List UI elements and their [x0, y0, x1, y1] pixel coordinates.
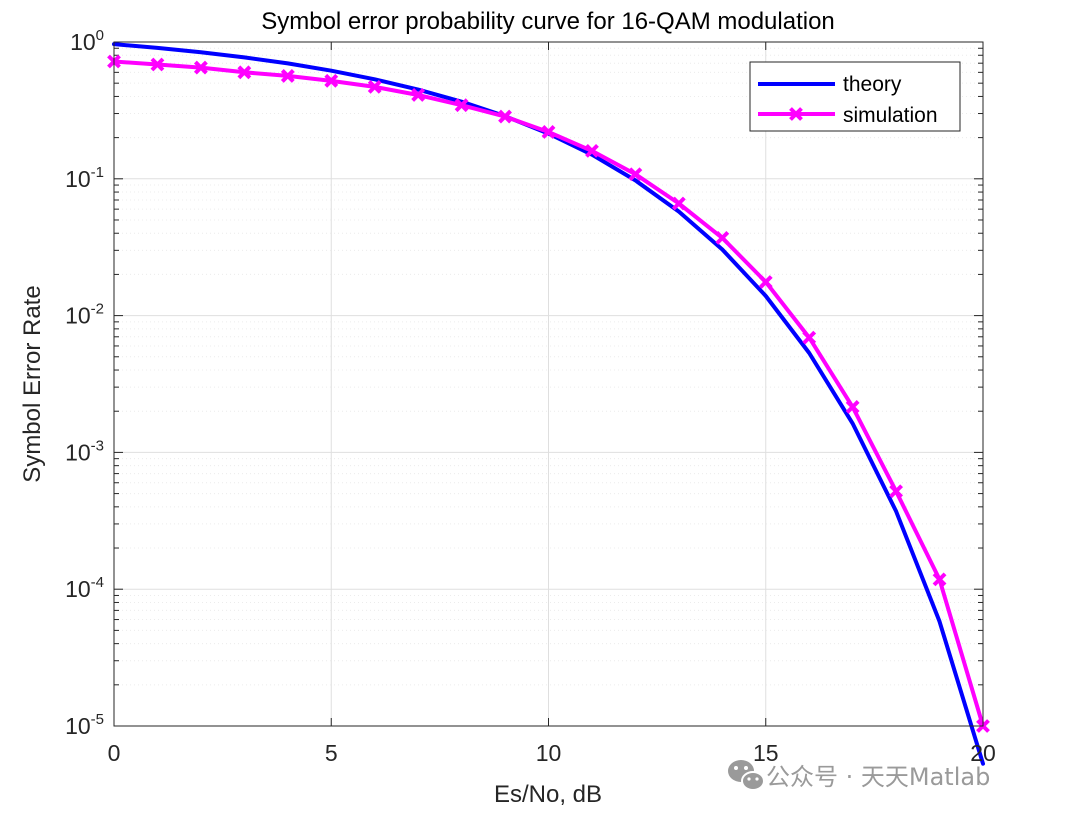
y-tick-label-base: 10: [65, 576, 91, 602]
y-tick-label-exponent: -3: [91, 437, 104, 454]
x-tick-label: 5: [325, 740, 338, 766]
y-tick-label-exponent: -4: [91, 574, 104, 591]
y-tick-label: 10-4: [65, 574, 104, 602]
x-tick-layer: 0 5 10 15 20: [108, 42, 996, 766]
y-tick-label-base: 10: [65, 166, 91, 192]
data-point-marker: [411, 88, 426, 102]
data-point-marker: [498, 109, 512, 124]
y-tick-label-exponent: -1: [91, 164, 104, 181]
legend-simulation-marker: [789, 107, 803, 121]
data-point-marker: [889, 484, 904, 499]
series-layer: [107, 42, 990, 766]
data-point-marker: [585, 143, 599, 158]
y-tick-label-exponent: 0: [96, 27, 104, 44]
legend-box: [749, 61, 961, 132]
data-point-marker: [541, 125, 556, 139]
x-tick-label: 10: [536, 740, 562, 766]
data-point-marker: [628, 167, 643, 182]
y-tick-label-base: 10: [65, 713, 91, 739]
y-tick-label-exponent: -5: [91, 711, 104, 728]
y-tick-label-base: 10: [65, 303, 91, 329]
data-point-marker: [758, 275, 773, 289]
data-point-marker: [454, 98, 469, 113]
x-tick-label: 15: [753, 740, 779, 766]
wechat-icon: [728, 760, 765, 791]
x-axis-label: Es/No, dB: [494, 781, 602, 808]
x-tick-label: 0: [108, 740, 121, 766]
legend: theory simulation: [749, 61, 961, 132]
y-tick-label: 10-1: [65, 164, 104, 192]
data-point-marker: [280, 69, 295, 83]
y-tick-label: 10-5: [65, 711, 104, 739]
y-tick-label: 10-3: [65, 437, 104, 465]
watermark-text: 公众号 · 天天Matlab: [766, 763, 990, 791]
data-point-marker: [324, 73, 339, 88]
y-axis-label: Symbol Error Rate: [19, 285, 46, 482]
y-tick-label: 100: [70, 27, 104, 55]
chart-title: Symbol error probability curve for 16-QA…: [261, 8, 835, 35]
y-tick-label-base: 10: [70, 29, 96, 55]
watermark: 公众号 · 天天Matlab: [728, 760, 990, 791]
y-tick-label: 10-2: [65, 301, 104, 329]
y-tick-label-base: 10: [65, 439, 91, 465]
legend-simulation-label: simulation: [843, 104, 938, 127]
data-point-marker: [845, 400, 860, 414]
data-point-marker: [932, 572, 947, 587]
data-point-marker: [802, 330, 817, 345]
x-tick-label: 20: [970, 740, 996, 766]
data-point-marker: [193, 60, 208, 75]
grid-layer: [113, 41, 984, 727]
data-point-marker: [715, 230, 730, 245]
data-point-marker: [367, 79, 382, 94]
data-point-marker: [671, 196, 686, 211]
legend-theory-label: theory: [843, 73, 902, 96]
y-tick-label-exponent: -2: [91, 301, 104, 318]
data-point-marker: [150, 57, 165, 72]
data-point-marker: [237, 65, 252, 80]
